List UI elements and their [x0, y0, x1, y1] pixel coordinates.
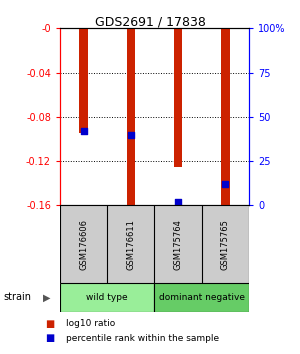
Text: percentile rank within the sample: percentile rank within the sample — [66, 333, 219, 343]
Bar — [80, 28, 88, 133]
Text: GDS2691 / 17838: GDS2691 / 17838 — [94, 16, 206, 29]
Text: ▶: ▶ — [43, 292, 50, 302]
Bar — [127, 28, 135, 205]
Bar — [60, 283, 154, 312]
Text: GSM175764: GSM175764 — [174, 219, 183, 270]
Point — [128, 132, 133, 137]
Text: ■: ■ — [45, 333, 54, 343]
Point — [81, 128, 86, 134]
Text: dominant negative: dominant negative — [159, 293, 245, 302]
Bar — [174, 28, 182, 167]
Bar — [154, 283, 249, 312]
Bar — [221, 28, 230, 205]
Text: GSM176606: GSM176606 — [79, 219, 88, 270]
Text: GSM176611: GSM176611 — [126, 219, 135, 270]
Text: ■: ■ — [45, 319, 54, 329]
Text: log10 ratio: log10 ratio — [66, 319, 115, 329]
Text: wild type: wild type — [86, 293, 128, 302]
Text: GSM175765: GSM175765 — [221, 219, 230, 270]
Point — [223, 181, 228, 187]
Text: strain: strain — [3, 292, 31, 302]
Point — [176, 199, 181, 205]
